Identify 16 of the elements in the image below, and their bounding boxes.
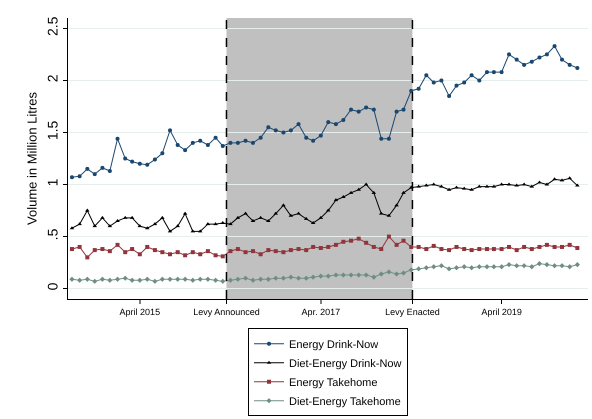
x-tick-label: April 2019 — [481, 306, 522, 317]
legend-label: Energy Drink-Now — [289, 338, 378, 351]
y-tick-label: 2.5 — [44, 16, 60, 36]
y-tick-label: .5 — [44, 228, 60, 240]
x-tick-label: April 2015 — [120, 306, 160, 317]
y-tick-label: 0 — [44, 282, 60, 290]
y-tick-label: 2 — [44, 74, 60, 82]
x-tick-label: Levy Announced — [193, 306, 260, 317]
x-tick-label: Apr. 2017 — [302, 306, 340, 317]
y-tick-label: 1 — [44, 178, 60, 186]
legend-label: Energy Takehome — [289, 376, 378, 389]
x-tick-label: Levy Enacted — [385, 306, 440, 317]
legend-label: Diet-Energy Drink-Now — [289, 358, 402, 370]
y-tick-label: 1.5 — [44, 120, 60, 140]
y-axis-title: Volume in Million Litres — [24, 92, 40, 225]
legend-label: Diet-Energy Takehome — [289, 396, 401, 408]
